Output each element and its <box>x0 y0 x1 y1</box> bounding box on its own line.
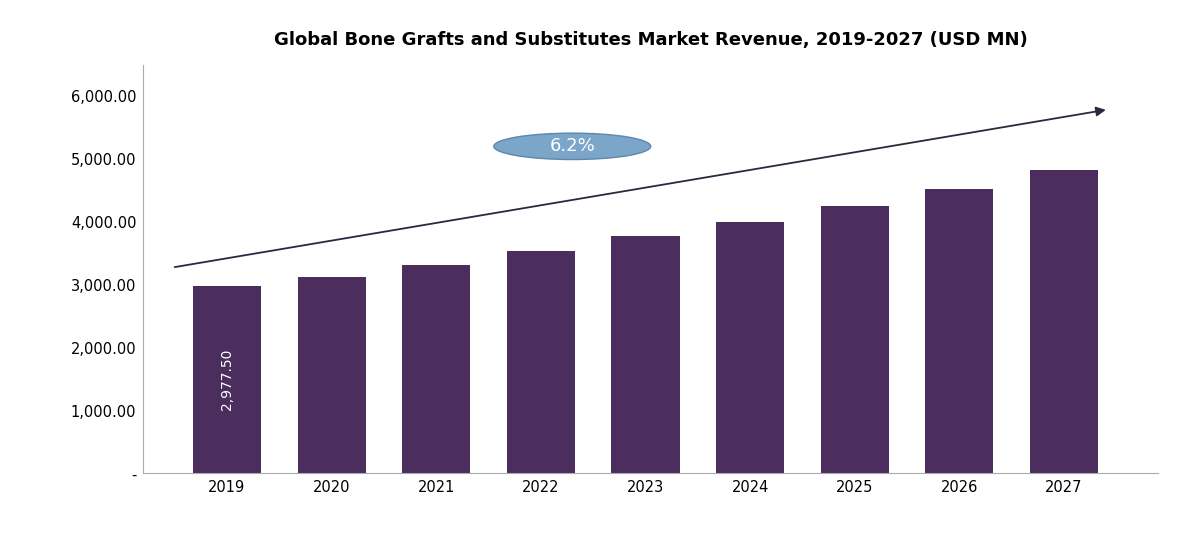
Bar <box>297 277 365 473</box>
Title: Global Bone Grafts and Substitutes Market Revenue, 2019-2027 (USD MN): Global Bone Grafts and Substitutes Marke… <box>273 31 1028 49</box>
Bar <box>193 286 261 473</box>
Bar <box>925 189 993 473</box>
Bar <box>820 206 888 473</box>
Bar <box>716 222 784 473</box>
Text: 2,977.50: 2,977.50 <box>220 349 234 410</box>
Bar <box>1030 170 1098 473</box>
Text: 6.2%: 6.2% <box>549 137 595 155</box>
Bar <box>507 251 574 473</box>
Bar <box>611 236 679 473</box>
Ellipse shape <box>494 133 651 160</box>
Bar <box>402 265 470 473</box>
